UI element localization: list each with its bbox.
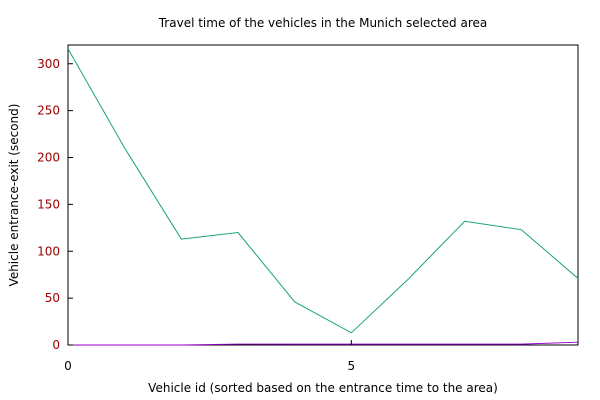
plot-frame <box>67 44 579 346</box>
series-line-2 <box>68 341 579 346</box>
y-axis-label: Vehicle entrance-exit (second) <box>7 104 21 287</box>
series-layer <box>67 48 579 346</box>
y-tick-label: 50 <box>45 291 60 305</box>
y-tick-label: 100 <box>37 244 60 258</box>
y-tick-label: 200 <box>37 151 60 165</box>
chart-title: Travel time of the vehicles in the Munic… <box>158 16 488 30</box>
y-tick-label: 150 <box>37 197 60 211</box>
x-axis-label: Vehicle id (sorted based on the entrance… <box>148 381 498 395</box>
y-axis: 0 50 100 150 200 250 300 <box>37 57 73 352</box>
y-tick-label: 300 <box>37 57 60 71</box>
y-tick-label: 250 <box>37 104 60 118</box>
x-tick-label: 5 <box>348 359 356 373</box>
x-tick-label: 0 <box>64 359 72 373</box>
series-line-1 <box>67 48 579 334</box>
y-tick-label: 0 <box>52 338 60 352</box>
